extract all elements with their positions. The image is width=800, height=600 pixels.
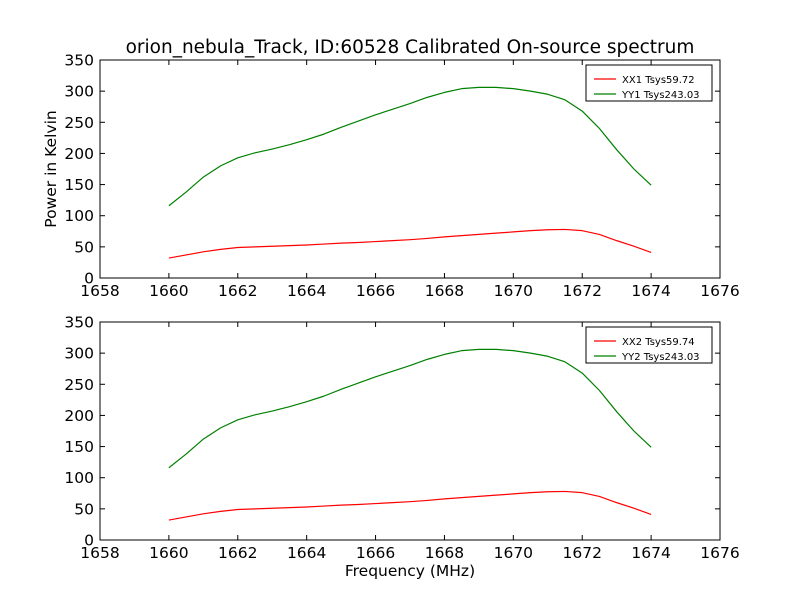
- subplots: 1658 1660 1662 1664 1666 1668 1670 1672 1674 1676…: [42, 52, 740, 581]
- axes-frame: [99, 59, 721, 279]
- series-line-2: [168, 348, 652, 469]
- x-tick-label: 1664: [287, 282, 326, 300]
- y-tick-label: 50: [74, 500, 94, 518]
- chart-title: orion_nebula_Track, ID:60528 Calibrated …: [126, 37, 695, 58]
- legend-label: YY2 Tsys243.03: [621, 352, 700, 363]
- x-tick-label: 1666: [356, 544, 395, 562]
- series-line-2: [168, 86, 652, 207]
- y-tick-label: 150: [64, 438, 94, 456]
- y-tick-label: 150: [64, 176, 94, 194]
- legend: XX2 Tsys59.74 YY2 Tsys243.03: [585, 326, 713, 364]
- subplot-2: 1658 1660 1662 1664 1666 1668 1670 1672 1674 1676…: [64, 314, 739, 581]
- axes-frame: [99, 321, 721, 541]
- series-line-1: [168, 228, 652, 259]
- x-tick-label: 1664: [287, 544, 326, 562]
- x-axis-label: Frequency (MHz): [345, 562, 475, 580]
- x-tick-label: 1660: [149, 282, 188, 300]
- legend-label: YY1 Tsys243.03: [621, 90, 700, 101]
- x-tick-label: 1670: [494, 544, 533, 562]
- x-tick-label: 1668: [425, 544, 464, 562]
- x-tick-label: 1658: [80, 282, 119, 300]
- legend-label: XX1 Tsys59.72: [622, 75, 695, 86]
- legend-box: [585, 64, 713, 102]
- x-tick-label: 1676: [700, 282, 739, 300]
- y-tick-label: 100: [64, 469, 94, 487]
- legend-box: [585, 326, 713, 364]
- x-tick-label: 1672: [562, 282, 601, 300]
- x-tick-label: 1662: [218, 544, 257, 562]
- series-line-1: [168, 490, 652, 521]
- y-tick-label: 100: [64, 207, 94, 225]
- x-tick-label: 1668: [425, 282, 464, 300]
- y-tick-label: 0: [84, 270, 94, 288]
- y-axis-label: Power in Kelvin: [42, 110, 60, 227]
- x-tick-label: 1662: [218, 282, 257, 300]
- legend-label: XX2 Tsys59.74: [622, 337, 695, 348]
- legend: XX1 Tsys59.72 YY1 Tsys243.03: [585, 64, 713, 102]
- y-tick-label: 350: [64, 52, 94, 70]
- y-tick-label: 200: [64, 145, 94, 163]
- x-tick-label: 1660: [149, 544, 188, 562]
- x-tick-label: 1666: [356, 282, 395, 300]
- y-tick-label: 50: [74, 238, 94, 256]
- x-tick-label: 1674: [631, 544, 670, 562]
- y-tick-label: 350: [64, 314, 94, 332]
- y-tick-label: 0: [84, 532, 94, 550]
- x-tick-label: 1658: [80, 544, 119, 562]
- y-tick-label: 300: [64, 83, 94, 101]
- x-tick-label: 1676: [700, 544, 739, 562]
- x-tick-label: 1670: [494, 282, 533, 300]
- x-tick-label: 1672: [562, 544, 601, 562]
- y-tick-label: 200: [64, 407, 94, 425]
- y-tick-label: 250: [64, 114, 94, 132]
- subplot-1: 1658 1660 1662 1664 1666 1668 1670 1672 1674 1676…: [42, 52, 740, 301]
- x-tick-label: 1674: [631, 282, 670, 300]
- y-tick-label: 250: [64, 376, 94, 394]
- y-tick-label: 300: [64, 345, 94, 363]
